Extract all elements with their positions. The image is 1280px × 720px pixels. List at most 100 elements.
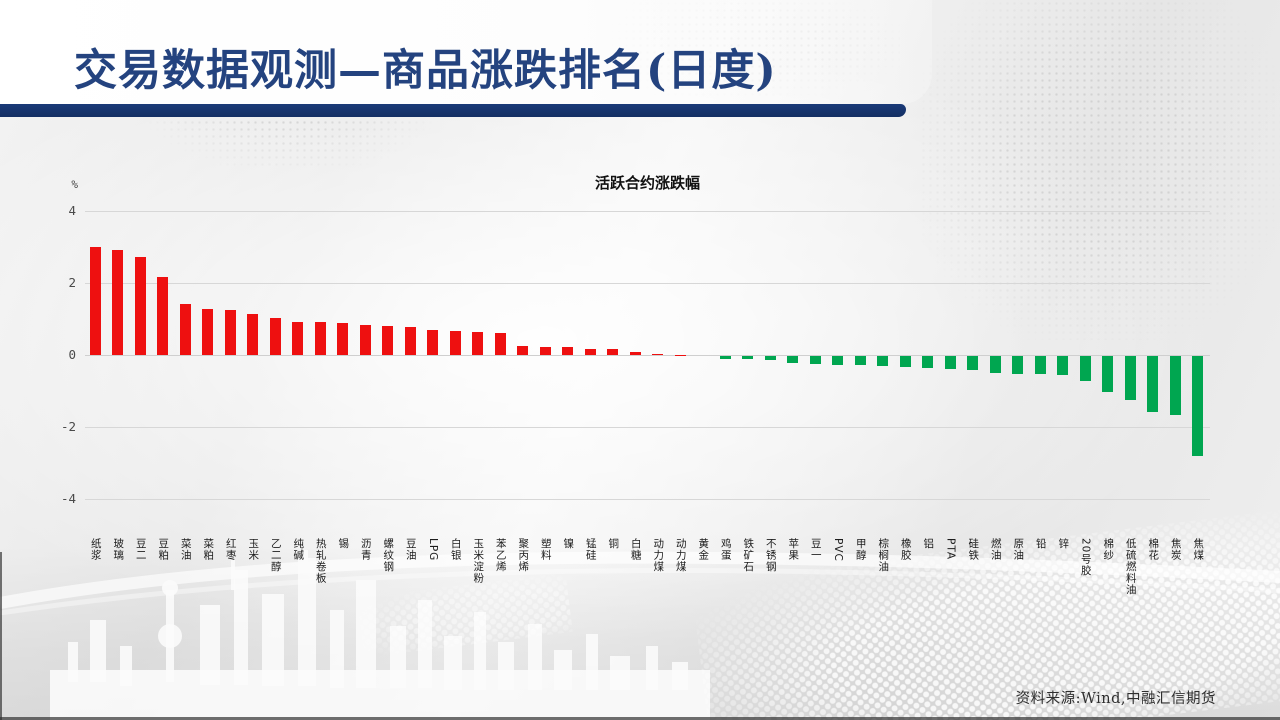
x-axis-label: 豆油: [404, 538, 417, 561]
chart-title: 活跃合约涨跌幅: [594, 174, 700, 192]
bar: [89, 247, 101, 355]
page-title: 交易数据观测—商品涨跌排名(日度): [74, 46, 777, 96]
bar: [764, 356, 776, 360]
bar: [1192, 356, 1204, 457]
bottom-edge-line: [0, 717, 1280, 720]
bar: [607, 348, 619, 355]
x-axis-label: 燃油: [989, 538, 1002, 561]
bar: [1102, 356, 1114, 392]
x-axis-label: 聚丙烯: [517, 538, 530, 573]
bar: [899, 356, 911, 368]
bar: [1034, 356, 1046, 374]
x-axis-label: 棕榈油: [877, 538, 890, 573]
gridline: [85, 498, 1210, 500]
x-axis-label: 锰硅: [584, 538, 597, 561]
bar: [269, 318, 281, 355]
x-axis-label: 玉米淀粉: [472, 538, 485, 584]
x-axis-label: 甲醇: [854, 538, 867, 561]
x-axis-label: 黄金: [697, 538, 710, 561]
bar: [787, 356, 799, 364]
x-axis-label: 焦煤: [1192, 538, 1205, 561]
x-axis-label: 不锈钢: [764, 538, 777, 573]
x-axis-label: 玉米: [247, 538, 260, 561]
gridline: [85, 426, 1210, 428]
x-axis-label: 热轧卷板: [314, 538, 327, 584]
x-axis-label: 菜油: [179, 538, 192, 561]
x-axis-label: 豆二: [134, 538, 147, 561]
x-axis-label: LPG: [427, 538, 440, 562]
x-axis-label: 塑料: [539, 538, 552, 561]
bar: [1079, 356, 1091, 382]
bar: [809, 356, 821, 365]
bar: [157, 276, 169, 355]
bar: [1124, 356, 1136, 400]
header-band: [0, 0, 932, 104]
bar: [314, 321, 326, 355]
x-axis-label: 铅: [1034, 538, 1047, 550]
x-axis-label: 沥青: [359, 538, 372, 561]
bar: [989, 356, 1001, 374]
x-axis-label: 纯碱: [292, 538, 305, 561]
bar: [337, 323, 349, 355]
bar: [292, 321, 304, 355]
bar: [472, 331, 484, 355]
x-axis-label: 原油: [1012, 538, 1025, 561]
source-note: 资料来源:Wind,中融汇信期货: [1015, 691, 1216, 707]
bar: [719, 356, 731, 359]
bar: [449, 331, 461, 355]
x-axis-label: 低硫燃料油: [1124, 538, 1137, 596]
bar: [742, 356, 754, 359]
x-axis-label: 铜: [607, 538, 620, 550]
x-axis-label: PTA: [944, 538, 957, 561]
bar: [877, 356, 889, 367]
x-axis-label: 铝: [922, 538, 935, 550]
bar: [922, 356, 934, 368]
y-tick-label: -2: [60, 419, 76, 434]
x-axis-label: 螺纹钢: [382, 538, 395, 573]
title-divider-bar: [0, 104, 906, 117]
x-axis-label: 鸡蛋: [719, 538, 732, 561]
x-axis-label: 苹果: [787, 538, 800, 561]
y-axis-unit-label: %: [71, 178, 78, 191]
bar: [359, 325, 371, 355]
x-axis-label: 20号胶: [1079, 538, 1092, 577]
x-axis-label: 棉花: [1147, 538, 1160, 561]
bar: [562, 347, 574, 355]
bar: [1169, 356, 1181, 416]
bar: [112, 249, 124, 355]
x-axis-label: 苯乙烯: [494, 538, 507, 573]
bar: [967, 356, 979, 370]
bar: [134, 256, 146, 355]
bar: [944, 356, 956, 369]
x-axis-label: 硅铁: [967, 538, 980, 561]
x-axis-label: 菜粕: [202, 538, 215, 561]
x-axis-label: 纸浆: [89, 538, 102, 561]
x-axis-label: 豆粕: [157, 538, 170, 561]
x-axis-label: 乙二醇: [269, 538, 282, 573]
x-axis-label: 动力煤: [674, 538, 687, 573]
bar: [584, 348, 596, 355]
x-axis-label: 焦炭: [1169, 538, 1182, 561]
x-axis-label: 白糖: [629, 538, 642, 561]
left-edge-line: [0, 552, 2, 720]
bar: [1057, 356, 1069, 375]
gridline: [85, 210, 1210, 212]
y-tick-label: 2: [68, 275, 76, 290]
y-tick-label: 4: [68, 203, 76, 218]
bar: [854, 356, 866, 366]
x-axis-label: 锡: [337, 538, 350, 550]
gridline: [85, 282, 1210, 284]
x-axis-label: 镍: [562, 538, 575, 550]
x-axis-label: 动力煤: [652, 538, 665, 573]
x-axis-label: PVC: [832, 538, 845, 562]
bar: [494, 333, 506, 355]
y-tick-label: 0: [68, 347, 76, 362]
x-axis-label: 豆一: [809, 538, 822, 561]
bar: [629, 352, 641, 355]
bar: [179, 303, 191, 355]
x-axis-label: 玻璃: [112, 538, 125, 561]
bar: [247, 313, 259, 355]
bar: [427, 330, 439, 355]
x-axis-label: 白银: [449, 538, 462, 561]
